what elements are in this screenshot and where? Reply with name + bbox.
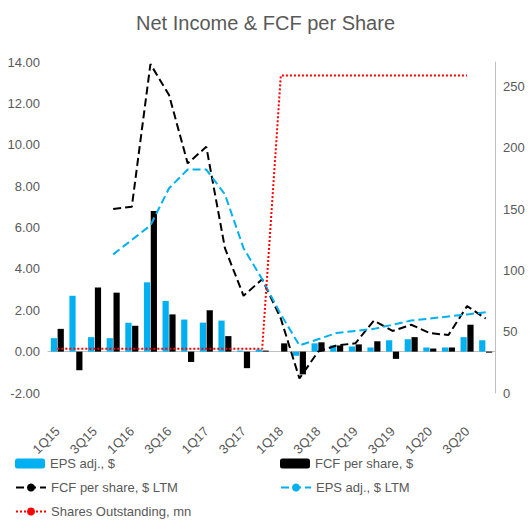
svg-text:12.00: 12.00 (7, 96, 40, 111)
svg-text:14.00: 14.00 (7, 55, 40, 70)
svg-text:1Q16: 1Q16 (104, 424, 137, 457)
svg-text:6.00: 6.00 (15, 220, 40, 235)
svg-text:4.00: 4.00 (15, 261, 40, 276)
svg-text:1Q19: 1Q19 (328, 424, 361, 457)
svg-text:50: 50 (503, 324, 517, 339)
svg-text:8.00: 8.00 (15, 179, 40, 194)
svg-text:3Q19: 3Q19 (365, 424, 398, 457)
svg-text:3Q15: 3Q15 (67, 424, 100, 457)
svg-text:FCF per share, $: FCF per share, $ (315, 456, 414, 471)
svg-text:3Q20: 3Q20 (439, 424, 472, 457)
svg-text:Net Income & FCF per Share: Net Income & FCF per Share (136, 12, 395, 34)
svg-text:150: 150 (503, 202, 525, 217)
svg-text:-2.00: -2.00 (10, 386, 40, 401)
svg-text:1Q18: 1Q18 (253, 424, 286, 457)
svg-text:3Q16: 3Q16 (141, 424, 174, 457)
svg-text:1Q17: 1Q17 (179, 424, 212, 457)
svg-text:3Q18: 3Q18 (290, 424, 323, 457)
svg-text:1Q20: 1Q20 (402, 424, 435, 457)
svg-text:1Q15: 1Q15 (30, 424, 63, 457)
svg-text:2.00: 2.00 (15, 303, 40, 318)
svg-text:0.00: 0.00 (15, 344, 40, 359)
svg-text:3Q17: 3Q17 (216, 424, 249, 457)
svg-text:FCF per share, $ LTM: FCF per share, $ LTM (51, 480, 178, 495)
svg-text:10.00: 10.00 (7, 137, 40, 152)
svg-text:0: 0 (503, 386, 510, 401)
svg-text:200: 200 (503, 140, 525, 155)
svg-text:EPS adj., $ LTM: EPS adj., $ LTM (316, 480, 410, 495)
svg-text:250: 250 (503, 79, 525, 94)
svg-text:EPS adj., $: EPS adj., $ (50, 456, 116, 471)
svg-text:100: 100 (503, 263, 525, 278)
svg-text:Shares Outstanding, mn: Shares Outstanding, mn (51, 504, 191, 519)
